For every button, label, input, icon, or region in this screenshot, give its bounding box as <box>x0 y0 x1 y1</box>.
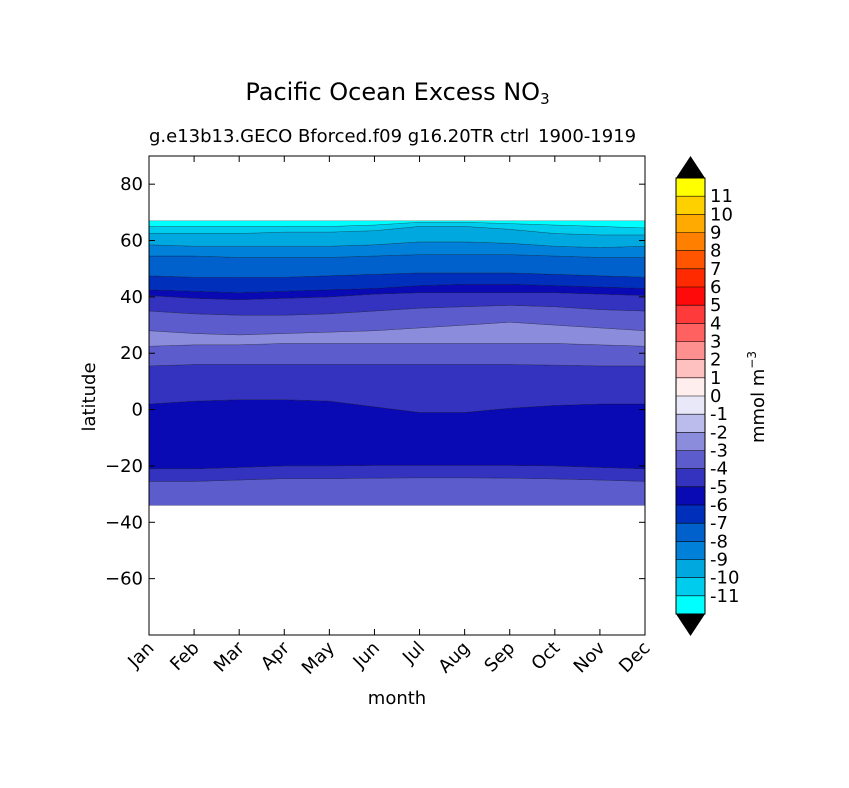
colorbar-tick-label: -10 <box>710 568 739 589</box>
x-tick-label-may: May <box>298 637 339 678</box>
y-tick-label: 40 <box>120 287 143 308</box>
colorbar-segment <box>676 432 705 451</box>
colorbar-tick-label: -6 <box>710 495 728 516</box>
colorbar-segment <box>676 250 705 270</box>
x-tick-label-jan: Jan <box>123 638 158 673</box>
contour-band-0 <box>149 477 645 506</box>
x-tick-label-dec: Dec <box>615 638 654 677</box>
x-axis-label: month <box>368 688 426 709</box>
colorbar-tick-label: -8 <box>710 531 728 552</box>
colorbar-segment <box>676 505 705 524</box>
colorbar-tick-label: -4 <box>710 459 728 480</box>
y-tick-label: −60 <box>105 569 143 590</box>
colorbar-tick-label: -5 <box>710 477 728 498</box>
colorbar-segment <box>676 577 705 597</box>
colorbar-segment <box>676 268 705 288</box>
x-tick-label-apr: Apr <box>257 637 294 674</box>
x-tick-label-jun: Jun <box>349 638 384 673</box>
colorbar-segment <box>676 541 705 560</box>
colorbar-tick-label: 5 <box>710 295 721 316</box>
plot-frame <box>148 155 646 636</box>
colorbar-segment <box>676 486 705 506</box>
y-axis-label: latitude <box>79 362 100 431</box>
colorbar-segment <box>676 214 705 233</box>
y-tick-label: 20 <box>120 343 143 364</box>
colorbar-segment <box>676 341 705 360</box>
colorbar-tick-label: 0 <box>710 386 721 407</box>
colorbar-segment <box>676 559 705 578</box>
chart-subtitle-case: g.e13b13.GECO Bforced.f09 g16.20TR ctrl <box>149 126 530 147</box>
colorbar-tick-label: 2 <box>710 350 721 371</box>
colorbar-tick-label: -2 <box>710 422 728 443</box>
colorbar-segment <box>676 196 705 215</box>
colorbar-tick-label: 3 <box>710 332 721 353</box>
x-tick-label-sep: Sep <box>480 638 519 677</box>
colorbar-tick-label: -7 <box>710 513 728 534</box>
contour-fill-layer <box>149 220 645 506</box>
contour-band-4 <box>149 343 645 367</box>
x-tick-label-oct: Oct <box>527 638 564 675</box>
colorbar-tick-label: 7 <box>710 259 721 280</box>
colorbar-segment <box>676 450 705 469</box>
colorbar-segment <box>676 359 705 379</box>
y-axis: −60 −40 −20 0 20 40 60 80 <box>105 174 645 590</box>
colorbar-tick-label: 8 <box>710 241 721 262</box>
colorbar-tick-label: 9 <box>710 223 721 244</box>
colorbar-tick-label: -11 <box>710 586 739 607</box>
colorbar-segment <box>676 468 705 488</box>
colorbar-tick-label: 10 <box>710 204 733 225</box>
colorbar-segment <box>676 414 705 433</box>
colorbar-label: mmol m−3 <box>745 351 769 443</box>
chart-subtitle-years: 1900-1919 <box>538 126 637 147</box>
x-tick-label-nov: Nov <box>570 637 610 677</box>
x-tick-label-aug: Aug <box>434 638 474 678</box>
colorbar-tick-label: 4 <box>710 313 721 334</box>
x-tick-label-mar: Mar <box>210 637 249 676</box>
colorbar-segment <box>676 178 705 197</box>
contour-band-14 <box>149 220 645 229</box>
colorbar-tick-label: 6 <box>710 277 721 298</box>
colorbar-tick-label: -3 <box>710 441 728 462</box>
y-tick-label: 60 <box>120 231 143 252</box>
colorbar-segment <box>676 232 705 251</box>
colorbar-segment <box>676 377 705 397</box>
chart-title: Pacific Ocean Excess NO3 <box>245 78 550 108</box>
y-tick-label: −20 <box>105 456 143 477</box>
colorbar-tick-label: 11 <box>710 186 733 207</box>
y-tick-label: 80 <box>120 174 143 195</box>
colorbar-extend-min <box>676 614 705 636</box>
colorbar-segment <box>676 287 705 306</box>
colorbar-segment <box>676 396 705 415</box>
colorbar-tick-label: -9 <box>710 550 728 571</box>
x-tick-label-feb: Feb <box>166 638 203 675</box>
colorbar-segment <box>676 523 705 542</box>
colorbar-segment <box>676 323 705 342</box>
contour-band-2 <box>149 399 645 470</box>
colorbar-extend-max <box>676 156 705 178</box>
y-tick-label: 0 <box>132 400 143 421</box>
colorbar-segment <box>676 305 705 324</box>
colorbar-segment <box>676 595 705 615</box>
y-tick-label: −40 <box>105 512 143 533</box>
colorbar-tick-label: 1 <box>710 368 721 389</box>
x-tick-label-jul: Jul <box>398 638 429 669</box>
colorbar-tick-label: -1 <box>710 404 728 425</box>
